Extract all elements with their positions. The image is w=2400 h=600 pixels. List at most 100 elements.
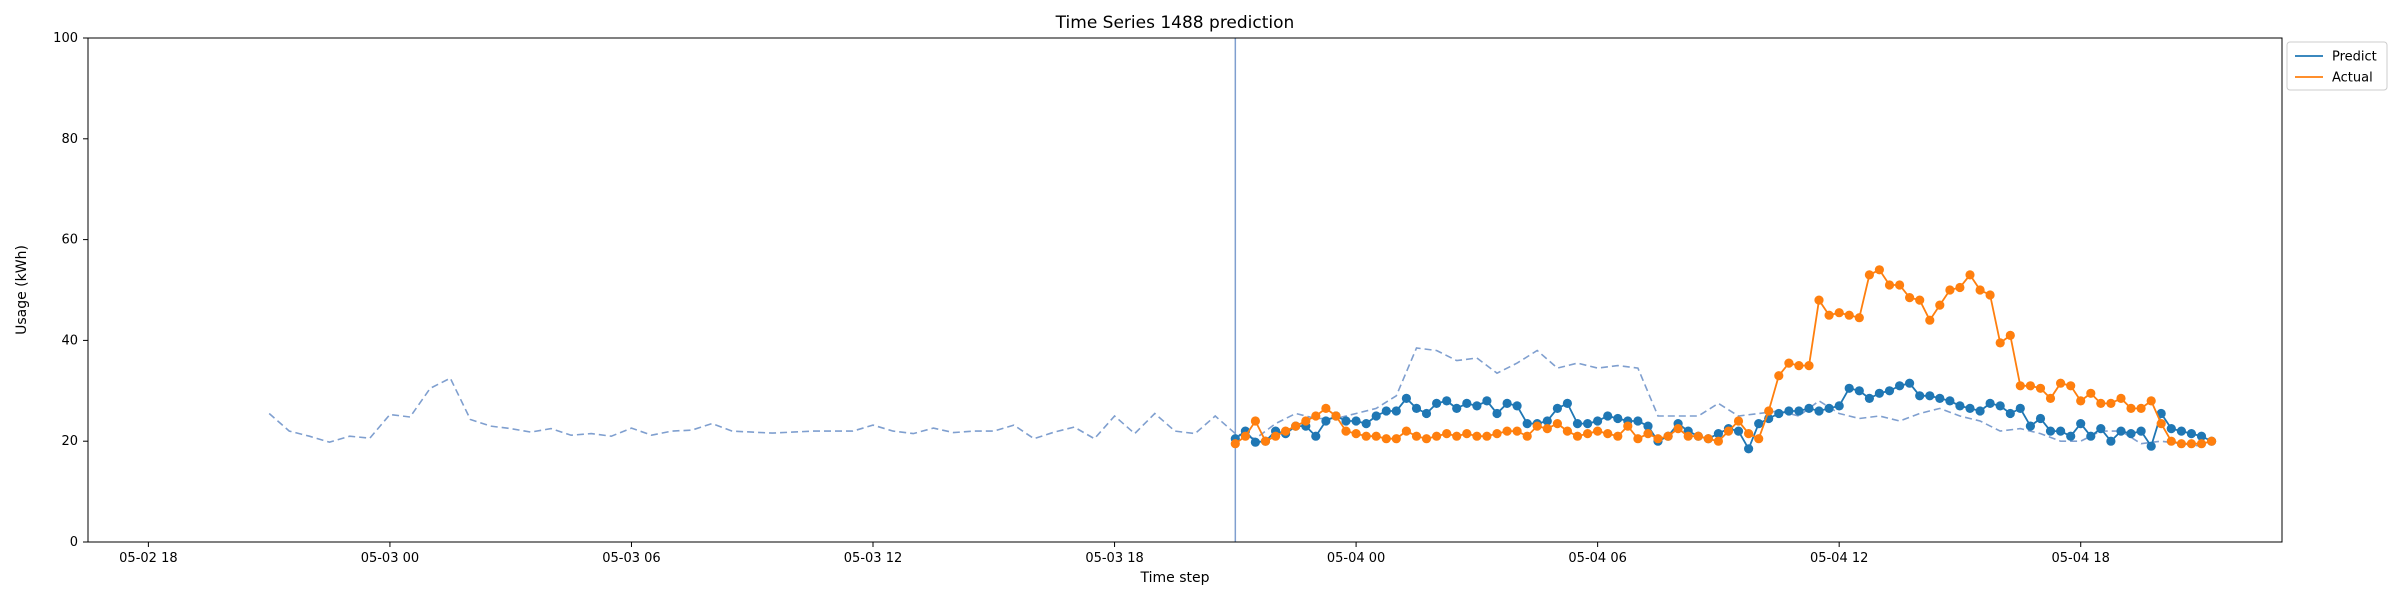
actual-point	[1462, 429, 1472, 439]
actual-point	[1271, 431, 1281, 441]
actual-point	[1291, 421, 1301, 431]
actual-point	[1381, 434, 1391, 444]
predict-point	[1593, 416, 1603, 426]
actual-point	[1613, 431, 1623, 441]
actual-point	[2136, 403, 2146, 413]
actual-point	[2005, 330, 2015, 340]
predict-point	[1804, 403, 1814, 413]
actual-point	[2096, 398, 2106, 408]
actual-point	[2045, 393, 2056, 403]
actual-point	[1733, 416, 1744, 426]
actual-point	[2126, 403, 2136, 413]
predict-point	[1955, 401, 1965, 411]
actual-point	[1824, 310, 1834, 320]
legend-actual-label: Actual	[2332, 71, 2373, 86]
actual-point	[1331, 411, 1341, 421]
predict-point	[1502, 398, 1512, 408]
actual-point	[1713, 436, 1723, 446]
actual-point	[2156, 419, 2166, 429]
predict-point	[1935, 393, 1945, 403]
predict-point	[1442, 396, 1452, 406]
actual-point	[1442, 429, 1452, 439]
predict-point	[1864, 393, 1874, 403]
actual-point	[1744, 429, 1754, 439]
predict-point	[1824, 403, 1834, 413]
actual-point	[1995, 338, 2005, 348]
predict-point	[1371, 411, 1381, 421]
actual-point	[1895, 280, 1905, 290]
actual-point	[1341, 426, 1351, 436]
x-tick-label: 05-04 12	[1810, 551, 1868, 566]
actual-point	[1371, 431, 1381, 441]
predict-point	[2106, 436, 2116, 446]
predict-point	[1321, 416, 1331, 426]
predict-point	[2196, 431, 2207, 441]
x-tick-label: 05-04 00	[1327, 551, 1385, 566]
predict-point	[2146, 441, 2156, 451]
actual-point	[1351, 429, 1361, 439]
actual-point	[1281, 426, 1291, 436]
actual-point	[1301, 416, 1311, 426]
y-tick-label: 80	[61, 132, 78, 147]
actual-point	[1512, 426, 1522, 436]
actual-point	[1884, 280, 1895, 290]
predict-point	[1794, 406, 1804, 416]
predict-point	[1552, 403, 1562, 413]
predict-point	[1452, 403, 1462, 413]
plot-frame	[87, 37, 2283, 543]
predict-point	[2025, 421, 2035, 431]
predict-point	[2015, 403, 2025, 413]
actual-point	[1683, 431, 1693, 441]
legend: Predict Actual	[2286, 41, 2388, 91]
history-line	[268, 347, 2202, 447]
predict-point	[1814, 406, 1824, 416]
actual-point	[2015, 381, 2025, 391]
actual-point	[1260, 436, 1271, 446]
y-tick-label: 40	[61, 333, 78, 348]
actual-point	[1311, 411, 1321, 421]
actual-point	[2146, 396, 2156, 406]
predict-point	[1411, 403, 1422, 413]
predict-point	[1915, 391, 1925, 401]
predict-point	[1341, 416, 1351, 426]
predict-point	[1361, 419, 1371, 429]
actual-point	[1925, 315, 1935, 325]
actual-point	[1935, 300, 1945, 310]
predict-point	[1603, 411, 1613, 421]
actual-point	[1240, 431, 1250, 441]
actual-point	[1985, 290, 1995, 300]
x-tick-label: 05-04 18	[2051, 551, 2109, 566]
actual-point	[1834, 308, 1844, 318]
actual-point	[1532, 421, 1542, 431]
predict-point	[1713, 429, 1723, 439]
y-tick-label: 20	[61, 434, 78, 449]
actual-point	[1562, 426, 1572, 436]
predict-point	[1583, 419, 1593, 429]
predict-point	[1381, 406, 1391, 416]
actual-point	[1482, 431, 1492, 441]
predict-point	[1733, 426, 1744, 436]
predict-point	[2035, 413, 2046, 424]
actual-point	[1673, 424, 1683, 434]
predict-point	[1884, 386, 1895, 396]
actual-point	[1864, 270, 1874, 280]
axes: 0 20 40 60 80 100 05-02 18 05-03 00 05-03 06 05-0…	[53, 31, 2110, 566]
predict-point	[2005, 408, 2015, 419]
predict-point	[2136, 426, 2146, 436]
actual-point	[1583, 429, 1593, 439]
actual-point	[1723, 426, 1734, 436]
actual-point	[1452, 431, 1462, 441]
plot-area	[268, 38, 2217, 542]
predict-point	[1995, 401, 2005, 411]
predict-point	[2086, 431, 2096, 441]
actual-point	[1633, 434, 1643, 444]
x-axis-label: Time step	[1140, 570, 1210, 586]
actual-point	[1874, 265, 1884, 275]
actual-point	[1663, 431, 1673, 441]
actual-point	[2056, 378, 2066, 388]
actual-point	[1814, 295, 1824, 305]
actual-point	[1421, 434, 1432, 444]
actual-point	[1905, 293, 1915, 303]
actual-point	[1411, 431, 1422, 441]
